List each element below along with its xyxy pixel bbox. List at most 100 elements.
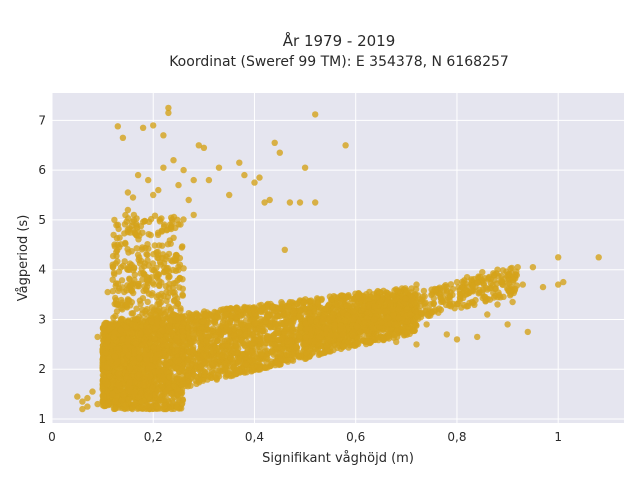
- data-point: [443, 331, 450, 338]
- data-point: [142, 307, 149, 315]
- data-point: [371, 303, 378, 310]
- data-point: [145, 176, 152, 184]
- data-point: [428, 291, 435, 299]
- data-point: [112, 294, 119, 302]
- data-point: [222, 365, 229, 372]
- data-point: [122, 240, 129, 247]
- data-point: [413, 313, 421, 320]
- data-point: [144, 298, 151, 306]
- data-point: [174, 346, 181, 354]
- data-point: [413, 281, 420, 288]
- data-point: [296, 333, 303, 340]
- data-point: [157, 397, 164, 404]
- data-point: [381, 308, 389, 315]
- data-point: [436, 305, 443, 312]
- data-point: [103, 364, 111, 371]
- data-point: [123, 324, 130, 331]
- data-point: [494, 266, 501, 273]
- x-tick-label: 0,4: [245, 430, 264, 444]
- data-point: [202, 368, 209, 376]
- data-point: [344, 312, 351, 319]
- data-point: [504, 321, 511, 328]
- data-point: [314, 300, 322, 307]
- data-point: [414, 292, 422, 299]
- data-point: [300, 299, 308, 306]
- data-point: [180, 265, 187, 272]
- data-point: [247, 326, 254, 333]
- data-point: [140, 271, 148, 278]
- data-point: [157, 294, 165, 301]
- data-point: [165, 109, 172, 117]
- data-point: [267, 323, 274, 330]
- data-point: [490, 294, 498, 301]
- data-point: [268, 358, 275, 365]
- data-point: [306, 304, 314, 311]
- data-point: [136, 348, 143, 355]
- data-point: [175, 315, 182, 322]
- data-point: [79, 398, 86, 405]
- data-point: [156, 218, 164, 225]
- data-point: [99, 386, 106, 393]
- data-point: [135, 256, 142, 264]
- data-point: [89, 388, 96, 395]
- data-point: [163, 342, 170, 349]
- data-point: [109, 377, 117, 385]
- data-point: [136, 355, 143, 362]
- data-point: [208, 339, 215, 347]
- data-point: [84, 403, 91, 410]
- data-point: [430, 300, 437, 307]
- data-point: [205, 333, 212, 340]
- data-point: [176, 284, 183, 291]
- data-point: [271, 341, 278, 348]
- data-point: [179, 292, 186, 299]
- data-point: [264, 303, 271, 311]
- data-point: [104, 288, 111, 296]
- data-point: [478, 289, 486, 296]
- data-point: [112, 322, 120, 329]
- data-point: [143, 276, 150, 283]
- data-point: [155, 367, 162, 375]
- data-point: [151, 212, 159, 219]
- data-point: [529, 264, 537, 271]
- data-point: [164, 396, 171, 404]
- data-point: [285, 319, 293, 326]
- data-point: [161, 221, 168, 228]
- data-point: [120, 391, 127, 398]
- data-point: [147, 372, 154, 380]
- data-point: [509, 298, 516, 306]
- data-point: [130, 211, 138, 219]
- x-tick-labels: 0 0,2 0,4 0,6 0,8 1: [48, 430, 562, 444]
- data-point: [266, 196, 273, 204]
- data-point: [360, 305, 367, 312]
- data-point: [147, 351, 154, 359]
- data-point: [303, 355, 310, 362]
- data-point: [278, 319, 285, 327]
- data-point: [115, 369, 123, 377]
- data-point: [137, 300, 144, 308]
- data-point: [134, 315, 141, 323]
- data-point: [135, 394, 142, 401]
- data-point: [195, 142, 202, 149]
- data-point: [154, 248, 161, 256]
- data-point: [175, 357, 183, 364]
- data-point: [185, 364, 193, 371]
- data-point: [141, 263, 148, 270]
- data-point: [453, 336, 461, 343]
- data-point: [169, 310, 177, 318]
- data-point: [332, 332, 339, 339]
- data-point: [117, 327, 125, 334]
- data-point: [337, 322, 344, 329]
- data-point: [411, 299, 418, 307]
- x-tick-label: 0,6: [346, 430, 365, 444]
- data-point: [453, 278, 461, 286]
- data-point: [187, 338, 194, 346]
- data-point: [178, 365, 186, 373]
- data-point: [468, 298, 476, 306]
- data-point: [349, 316, 357, 323]
- data-point: [273, 313, 281, 320]
- data-point: [190, 211, 197, 219]
- data-point: [152, 355, 159, 362]
- data-point: [251, 320, 259, 327]
- data-point: [443, 288, 450, 296]
- data-point: [296, 199, 304, 206]
